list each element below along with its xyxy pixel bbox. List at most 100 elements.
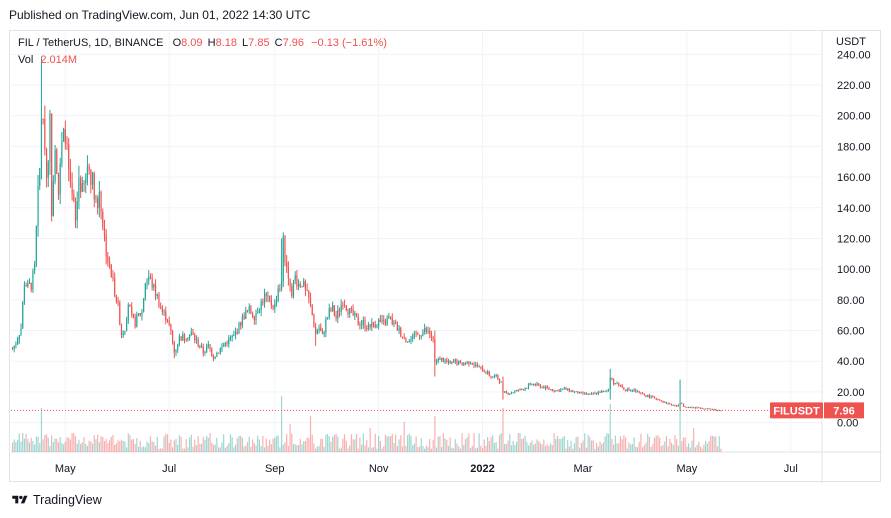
- candle-body: [379, 319, 381, 322]
- candle-body: [682, 403, 685, 407]
- volume-bar: [568, 446, 570, 452]
- volume-bar: [335, 433, 337, 452]
- candle-body: [395, 322, 397, 324]
- volume-bar: [693, 428, 695, 452]
- volume-bar: [62, 444, 65, 452]
- volume-bar: [362, 433, 364, 452]
- candle-body: [374, 324, 376, 328]
- candle-body: [517, 390, 519, 392]
- candle-body: [485, 372, 487, 374]
- volume-bar: [226, 445, 228, 452]
- candle-body: [195, 339, 198, 341]
- candle-body: [589, 393, 591, 395]
- candle-body: [531, 383, 533, 386]
- volume-bar: [90, 441, 92, 452]
- candle-body: [315, 326, 317, 334]
- candle-body: [541, 386, 543, 388]
- candle-body: [422, 331, 424, 336]
- candle-body: [522, 389, 524, 391]
- volume-bar: [47, 437, 49, 452]
- tradingview-logo-icon[interactable]: [10, 494, 30, 506]
- legend-symbol[interactable]: FIL / TetherUS, 1D, BINANCE: [18, 37, 164, 49]
- candle-body: [584, 392, 586, 394]
- candle-body: [429, 330, 431, 334]
- volume-bar: [241, 437, 244, 452]
- volume-bar: [628, 442, 630, 452]
- price-chart[interactable]: 0.00 20.00 40.00 60.00 80.00 100.00 120.00 140.…: [10, 31, 882, 483]
- candle-body: [687, 407, 690, 409]
- volume-bar: [679, 404, 681, 452]
- volume-bar: [282, 444, 284, 452]
- candle-body: [599, 391, 601, 393]
- volume-bar: [379, 441, 381, 452]
- candle-body: [114, 278, 116, 296]
- volume-bar: [376, 448, 378, 452]
- candle-body: [286, 262, 288, 268]
- candle-body: [550, 389, 552, 391]
- candle-body: [417, 334, 419, 336]
- volume-bar: [354, 439, 356, 452]
- candle-body: [592, 393, 594, 395]
- volume-bar: [301, 444, 303, 452]
- candle-body: [71, 182, 73, 195]
- candle-body: [91, 173, 94, 185]
- volume-bar: [578, 447, 581, 452]
- candle-body: [575, 391, 577, 393]
- volume-bar: [670, 442, 673, 452]
- candle-body: [505, 391, 507, 393]
- volume-series: [11, 396, 722, 452]
- volume-bar: [340, 447, 342, 452]
- candle-body: [66, 143, 68, 145]
- candle-body: [59, 163, 61, 195]
- candle-body: [578, 392, 581, 394]
- legend-high-value: 8.18: [215, 37, 237, 49]
- candle-body: [328, 308, 330, 318]
- candle-body: [323, 332, 325, 335]
- candle-body: [716, 410, 719, 412]
- candle-body: [308, 290, 310, 298]
- candle-body: [359, 325, 361, 327]
- candle-body: [536, 383, 538, 386]
- volume-bar: [11, 442, 14, 452]
- candle-body: [471, 363, 473, 365]
- volume-bar: [115, 443, 117, 452]
- y-tick-label: 220.00: [837, 80, 871, 92]
- volume-bar: [366, 440, 368, 452]
- footer-brand[interactable]: TradingView: [33, 493, 102, 507]
- volume-bar: [543, 439, 545, 452]
- candle-body: [211, 348, 213, 356]
- y-tick-label: 140.00: [837, 203, 871, 215]
- candle-body: [618, 383, 620, 386]
- candle-body: [160, 306, 162, 308]
- volume-bar: [572, 448, 574, 452]
- volume-bar: [519, 432, 521, 452]
- volume-bar: [291, 433, 293, 452]
- candle-body: [354, 313, 356, 315]
- volume-bar: [575, 437, 577, 452]
- legend-low-label: L: [242, 37, 249, 49]
- volume-bar: [127, 433, 129, 452]
- candle-body: [13, 345, 15, 350]
- candle-body: [17, 339, 19, 345]
- volume-bar: [546, 444, 548, 452]
- candle-body: [241, 315, 244, 326]
- volume-bar: [18, 433, 20, 452]
- candle-body: [291, 286, 293, 297]
- x-tick-label: Sep: [265, 463, 285, 475]
- candle-body: [441, 357, 443, 361]
- candle-body: [333, 305, 335, 316]
- candle-body: [163, 311, 165, 313]
- candle-body: [306, 289, 308, 291]
- volume-bar: [538, 440, 540, 452]
- volume-bar: [13, 439, 15, 452]
- volume-bar: [473, 432, 475, 452]
- volume-bar: [412, 445, 414, 452]
- volume-bar: [374, 433, 376, 452]
- candle-body: [263, 293, 266, 304]
- volume-bar: [556, 435, 559, 452]
- volume-bar: [573, 443, 576, 452]
- candle-body: [352, 308, 354, 315]
- volume-bar: [234, 444, 237, 452]
- chart-frame[interactable]: 0.00 20.00 40.00 60.00 80.00 100.00 120.00 140.…: [9, 30, 882, 483]
- volume-bar: [221, 442, 223, 452]
